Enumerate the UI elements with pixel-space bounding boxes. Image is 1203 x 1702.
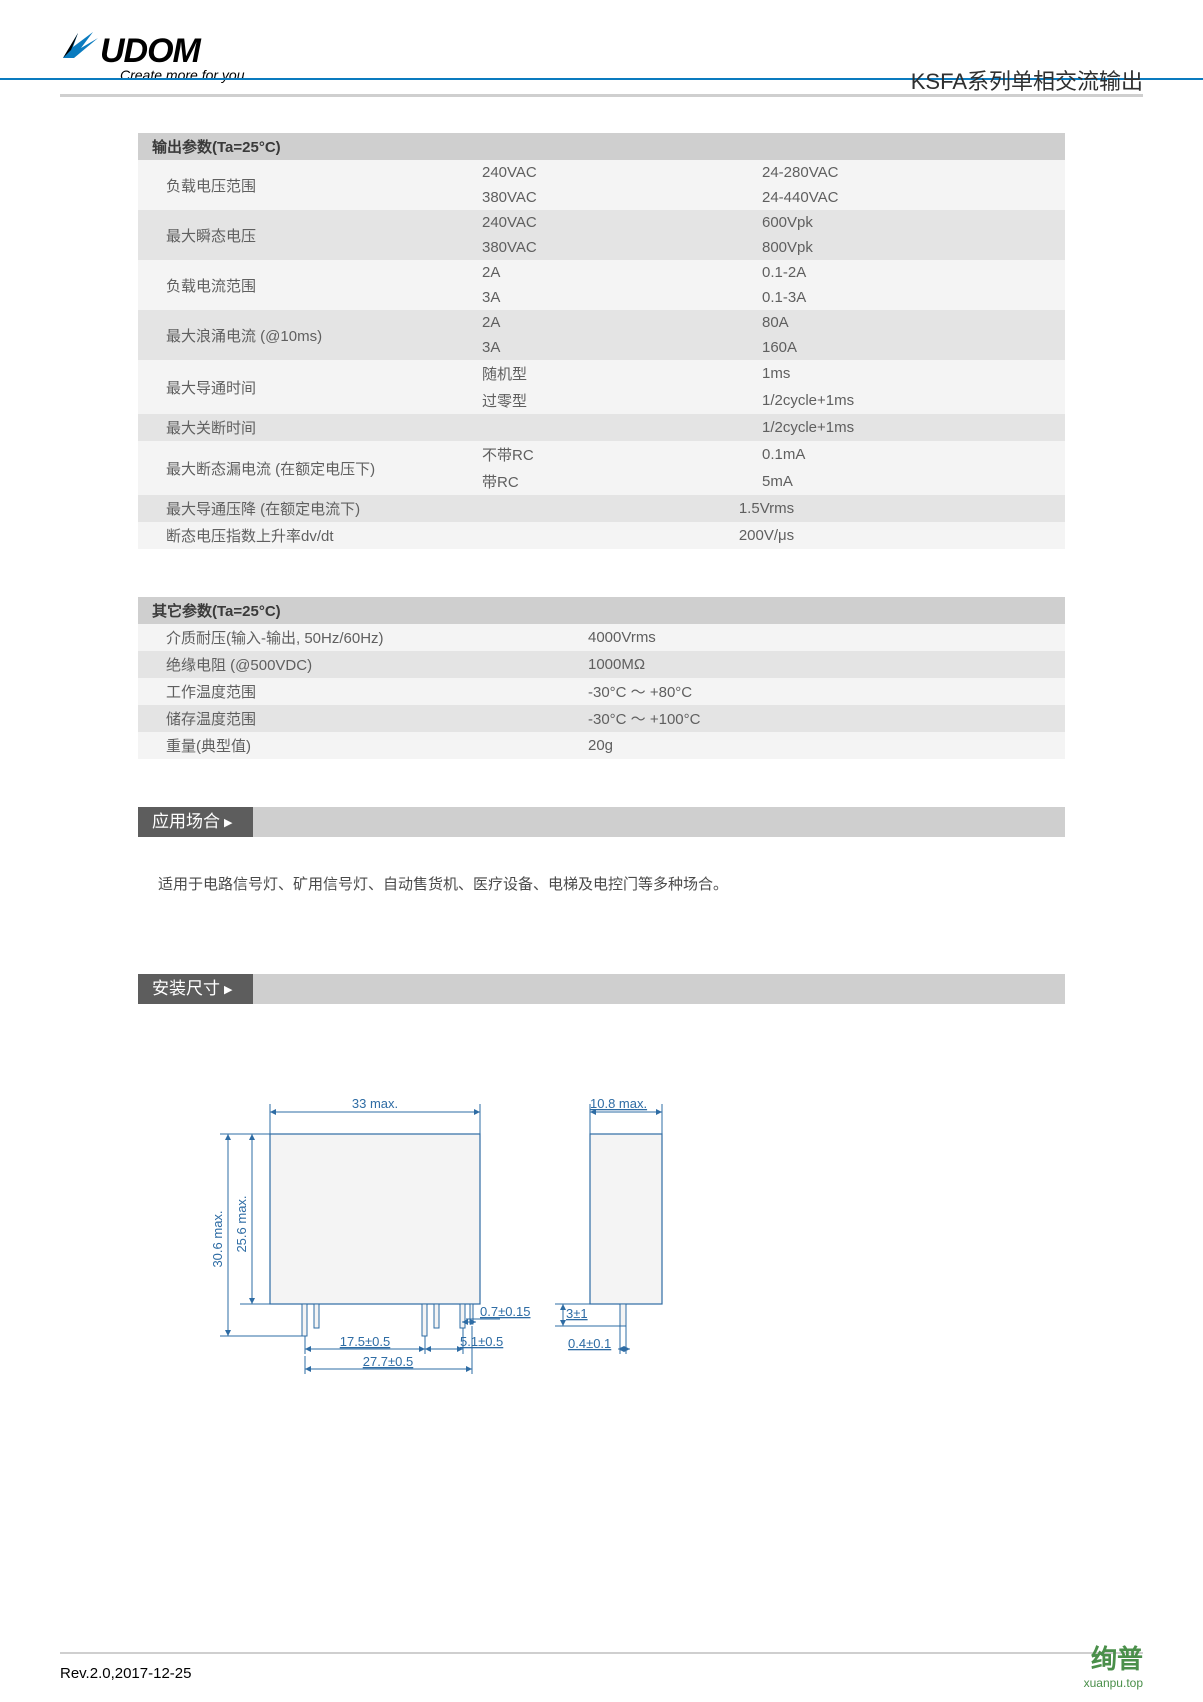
dim-pin-w: 0.7±0.15 <box>480 1304 531 1319</box>
dim-body-height: 25.6 max. <box>234 1195 249 1252</box>
footer-rule <box>60 1652 1143 1654</box>
dim-side-pin-w: 0.4±0.1 <box>568 1336 611 1351</box>
dim-pitch3: 27.7±0.5 <box>363 1354 414 1369</box>
brand-text: UDOM <box>100 32 200 71</box>
watermark: 绚普 xuanpu.top <box>1084 1639 1143 1690</box>
table-row: 储存温度范围-30°C ～ +100°C <box>138 705 1065 732</box>
dim-side-width: 10.8 max. <box>590 1096 647 1111</box>
table-row: 绝缘电阻 (@500VDC)1000MΩ <box>138 651 1065 678</box>
dim-pitch1: 17.5±0.5 <box>340 1334 391 1349</box>
table-row: 最大瞬态电压240VAC600Vpk <box>138 210 1065 235</box>
application-text: 适用于电路信号灯、矿用信号灯、自动售货机、医疗设备、电梯及电控门等多种场合。 <box>138 861 1065 934</box>
table-row: 最大导通时间随机型1ms <box>138 360 1065 387</box>
front-body <box>270 1134 480 1304</box>
logo-mark <box>60 30 100 62</box>
table-row: 工作温度范围-30°C ～ +80°C <box>138 678 1065 705</box>
revision-text: Rev.2.0,2017-12-25 <box>60 1665 191 1682</box>
dimension-drawing: 33 max. 30.6 max. 25.6 max. 0.7±0.15 17.… <box>60 1074 1143 1454</box>
table-row: 重量(典型值)20g <box>138 732 1065 759</box>
table-row: 最大浪涌电流 (@10ms)2A80A <box>138 310 1065 335</box>
table-row: 介质耐压(输入-输出, 50Hz/60Hz)4000Vrms <box>138 624 1065 651</box>
dim-overall-width: 33 max. <box>352 1096 398 1111</box>
table-row: 最大导通压降 (在额定电流下)1.5Vrms <box>138 495 1065 522</box>
dim-side-pin-h: 3±1 <box>566 1306 588 1321</box>
page-title: KSFA系列单相交流输出 <box>911 64 1143 96</box>
table-row: 负载电压范围240VAC24-280VAC <box>138 160 1065 185</box>
other-params-heading: 其它参数(Ta=25°C) <box>138 597 1065 624</box>
table-row: 断态电压指数上升率dv/dt200V/μs <box>138 522 1065 549</box>
output-params-table: 输出参数(Ta=25°C) 负载电压范围240VAC24-280VAC380VA… <box>138 133 1065 549</box>
application-section-bar: 应用场合 <box>138 807 1065 837</box>
dim-pitch2: 5.1±0.5 <box>460 1334 503 1349</box>
output-params-heading: 输出参数(Ta=25°C) <box>138 133 1065 160</box>
table-row: 最大断态漏电流 (在额定电压下)不带RC0.1mA <box>138 441 1065 468</box>
table-row: 负载电流范围2A0.1-2A <box>138 260 1065 285</box>
watermark-small: xuanpu.top <box>1084 1676 1143 1690</box>
dimensions-section-bar: 安装尺寸 <box>138 974 1065 1004</box>
dimensions-section-title: 安装尺寸 <box>138 974 253 1004</box>
application-section-title: 应用场合 <box>138 807 253 837</box>
dim-overall-height: 30.6 max. <box>210 1210 225 1267</box>
watermark-big: 绚普 <box>1084 1639 1143 1676</box>
header-rule-grey <box>60 94 1143 97</box>
table-row: 最大关断时间1/2cycle+1ms <box>138 414 1065 441</box>
other-params-table: 其它参数(Ta=25°C) 介质耐压(输入-输出, 50Hz/60Hz)4000… <box>138 597 1065 759</box>
side-body <box>590 1134 662 1304</box>
